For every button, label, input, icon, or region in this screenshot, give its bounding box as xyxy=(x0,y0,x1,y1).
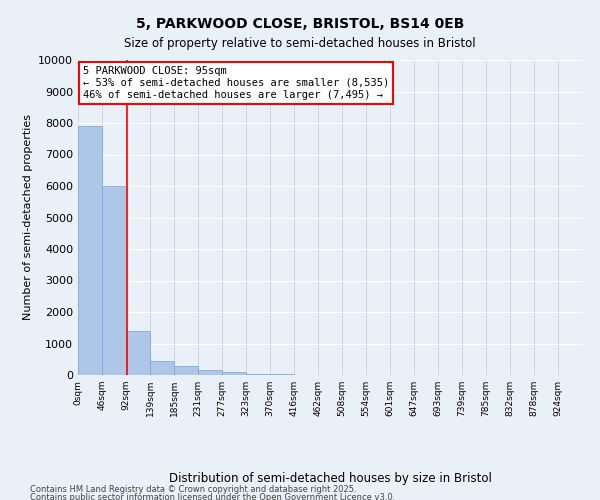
Bar xyxy=(270,374,294,375)
Y-axis label: Number of semi-detached properties: Number of semi-detached properties xyxy=(23,114,32,320)
Bar xyxy=(174,366,198,375)
Bar xyxy=(102,186,126,375)
Bar xyxy=(246,374,270,375)
Text: Distribution of semi-detached houses by size in Bristol: Distribution of semi-detached houses by … xyxy=(169,472,491,485)
Text: 5 PARKWOOD CLOSE: 95sqm
← 53% of semi-detached houses are smaller (8,535)
46% of: 5 PARKWOOD CLOSE: 95sqm ← 53% of semi-de… xyxy=(83,66,389,100)
Bar xyxy=(78,126,102,375)
Text: Size of property relative to semi-detached houses in Bristol: Size of property relative to semi-detach… xyxy=(124,38,476,51)
Text: Contains public sector information licensed under the Open Government Licence v3: Contains public sector information licen… xyxy=(30,493,395,500)
Bar xyxy=(150,361,174,375)
Text: 5, PARKWOOD CLOSE, BRISTOL, BS14 0EB: 5, PARKWOOD CLOSE, BRISTOL, BS14 0EB xyxy=(136,18,464,32)
Text: Contains HM Land Registry data © Crown copyright and database right 2025.: Contains HM Land Registry data © Crown c… xyxy=(30,486,356,494)
Bar xyxy=(198,370,222,375)
Bar xyxy=(222,372,246,375)
Bar xyxy=(126,331,150,375)
